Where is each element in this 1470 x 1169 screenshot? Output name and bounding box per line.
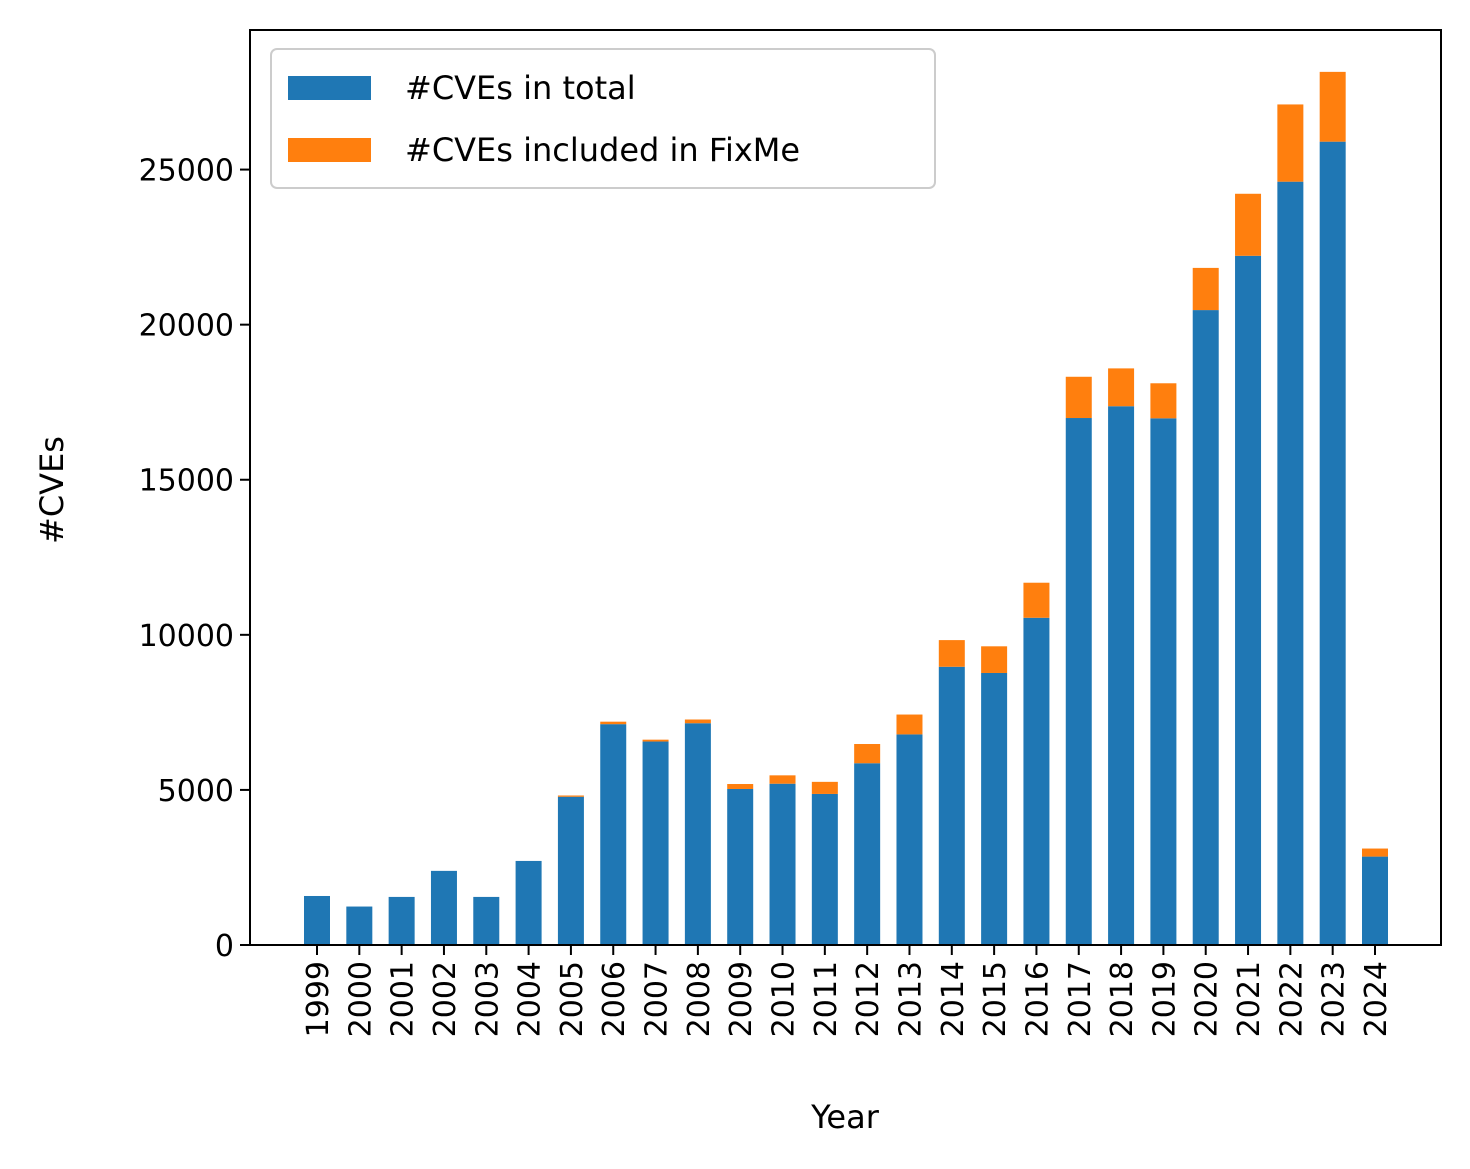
bar-fixme-2021 (1235, 193, 1262, 256)
x-axis-label: Year (810, 1098, 880, 1136)
bar-total-2016 (1023, 617, 1050, 945)
legend-label-total: #CVEs in total (405, 69, 636, 107)
x-tick-label: 2008 (682, 961, 717, 1037)
bar-fixme-2010 (769, 775, 796, 784)
bar-total-2008 (684, 723, 711, 945)
bar-total-2004 (515, 860, 542, 945)
x-tick-label: 2004 (513, 961, 548, 1037)
x-tick-label: 2012 (851, 961, 886, 1037)
bar-total-2003 (473, 896, 500, 945)
bar-total-2001 (388, 896, 415, 945)
bar-fixme-2019 (1150, 383, 1177, 419)
bar-fixme-2007 (642, 739, 669, 742)
x-tick-label: 2001 (386, 961, 421, 1037)
x-tick-label: 2003 (470, 961, 505, 1037)
bar-total-2000 (346, 906, 373, 945)
x-tick-label: 2023 (1317, 961, 1352, 1037)
x-tick-label: 2018 (1105, 961, 1140, 1037)
x-tick-label: 2010 (767, 961, 802, 1037)
bar-total-2020 (1192, 310, 1219, 946)
bar-fixme-2018 (1108, 368, 1135, 407)
bar-total-2012 (854, 763, 881, 945)
bar-fixme-2022 (1277, 104, 1304, 182)
legend-swatch-total (288, 76, 371, 100)
y-tick-label: 25000 (139, 154, 234, 189)
y-tick-label: 0 (215, 929, 234, 964)
x-tick-label: 2007 (640, 961, 675, 1037)
x-axis: 1999 2000 2001 2002 2003 2004 2005 2006 2007 2008… (301, 945, 1394, 1037)
bar-total-2006 (600, 724, 627, 945)
bar-fixme-2020 (1192, 267, 1219, 311)
x-tick-label: 2013 (893, 961, 928, 1037)
bar-fixme-2017 (1065, 376, 1092, 419)
bar-total-2013 (896, 734, 923, 945)
x-tick-label: 2024 (1359, 961, 1394, 1037)
bar-fixme-2024 (1362, 848, 1388, 857)
bar-total-2023 (1319, 141, 1346, 945)
y-tick-label: 5000 (158, 774, 234, 809)
y-axis: 0 5000 10000 15000 20000 25000 (139, 154, 250, 964)
x-tick-label: 2009 (724, 961, 759, 1037)
bar-fixme-2006 (600, 721, 627, 725)
bar-total-2005 (557, 796, 584, 945)
y-tick-label: 20000 (139, 309, 234, 344)
x-tick-label: 2021 (1232, 961, 1267, 1037)
bar-total-2015 (981, 672, 1008, 945)
bar-total-2007 (642, 741, 669, 945)
x-tick-label: 2006 (597, 961, 632, 1037)
bar-fixme-2015 (981, 646, 1008, 673)
bars (304, 71, 1388, 946)
bar-total-2024 (1362, 856, 1388, 945)
x-tick-label: 2002 (428, 961, 463, 1037)
x-tick-label: 2017 (1063, 961, 1098, 1037)
bar-fixme-2011 (811, 781, 838, 794)
bar-fixme-2012 (854, 744, 881, 764)
y-tick-label: 10000 (139, 619, 234, 654)
bar-fixme-2014 (938, 640, 965, 667)
bar-fixme-2013 (896, 714, 923, 735)
bar-total-2018 (1108, 406, 1135, 945)
bar-total-2017 (1065, 418, 1092, 945)
y-axis-label: #CVEs (33, 436, 71, 544)
bar-total-2019 (1150, 418, 1177, 946)
bar-fixme-2016 (1023, 582, 1050, 618)
x-tick-label: 2014 (936, 961, 971, 1037)
legend-swatch-fixme (288, 138, 371, 162)
legend-frame (270, 48, 936, 189)
bar-total-2011 (811, 793, 838, 945)
x-tick-label: 2016 (1020, 961, 1055, 1037)
bar-total-2021 (1235, 255, 1262, 946)
bar-total-2002 (430, 870, 457, 945)
x-tick-label: 2011 (809, 961, 844, 1037)
x-tick-label: 2020 (1190, 961, 1225, 1037)
x-tick-label: 2005 (555, 961, 590, 1037)
bar-total-2010 (769, 783, 796, 945)
bar-total-2022 (1277, 181, 1304, 946)
x-tick-label: 2015 (978, 961, 1013, 1037)
bar-fixme-2005 (557, 795, 584, 797)
x-tick-label: 2000 (343, 961, 378, 1037)
x-tick-label: 2022 (1274, 961, 1309, 1037)
x-tick-label: 1999 (301, 961, 336, 1037)
bar-fixme-2009 (727, 784, 754, 789)
bar-fixme-2023 (1319, 71, 1346, 142)
x-tick-label: 2019 (1147, 961, 1182, 1037)
legend: #CVEs in total #CVEs included in FixMe (270, 48, 936, 189)
bar-total-2014 (938, 666, 965, 945)
bar-fixme-2008 (684, 719, 711, 724)
bar-total-1999 (304, 895, 330, 945)
legend-label-fixme: #CVEs included in FixMe (405, 131, 800, 169)
y-tick-label: 15000 (139, 464, 234, 499)
bar-total-2009 (727, 788, 754, 945)
plot-frame (249, 29, 1442, 946)
